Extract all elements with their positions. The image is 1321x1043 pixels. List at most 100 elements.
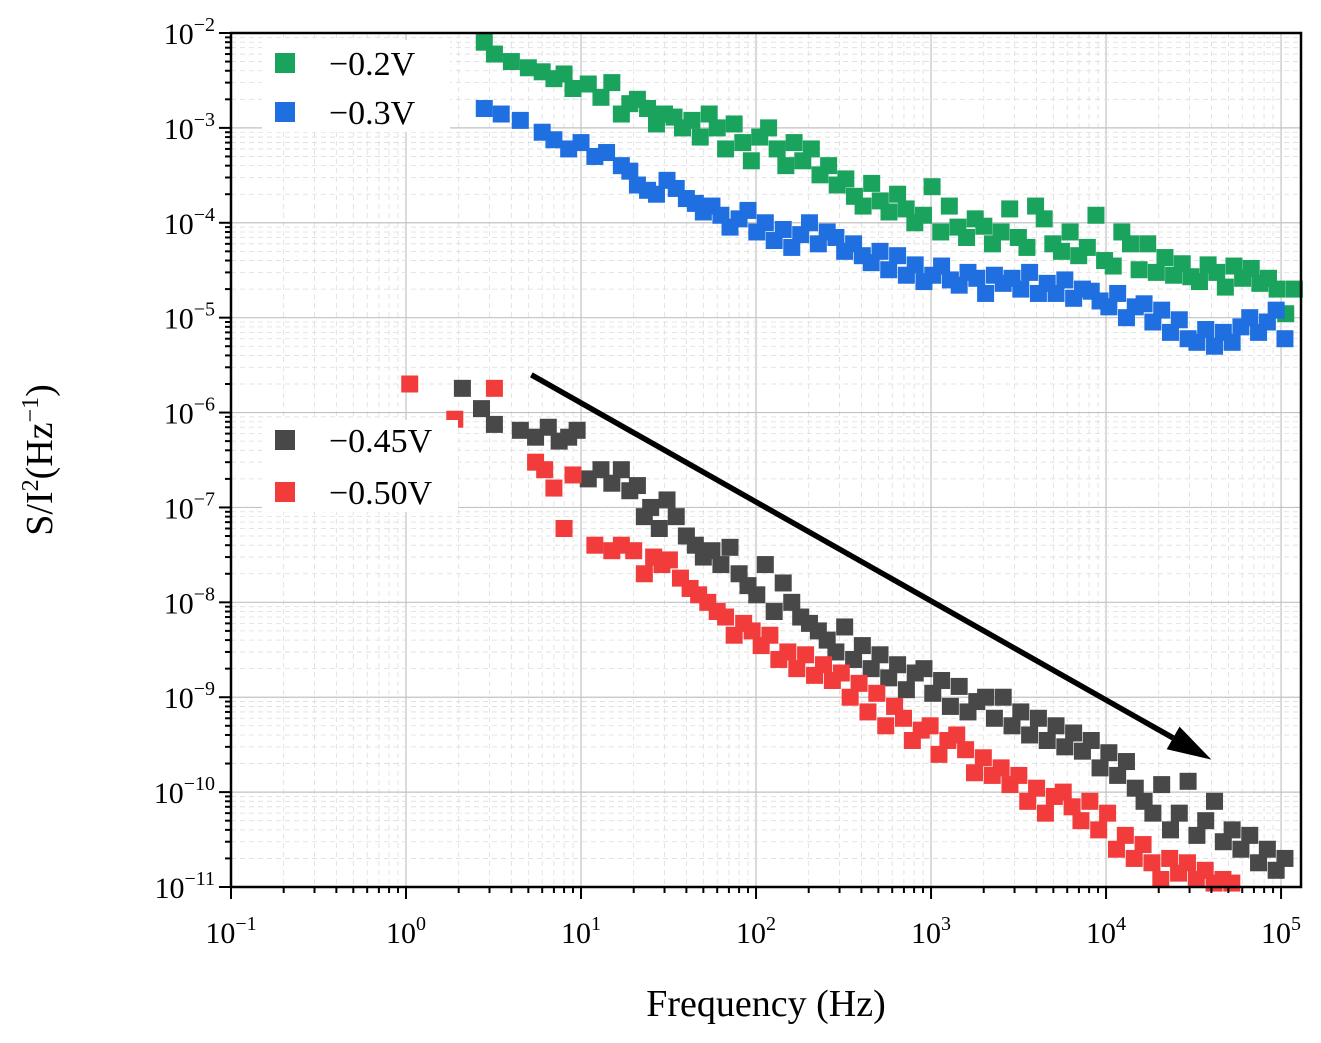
y-tick-label: 10−3 bbox=[164, 109, 215, 146]
data-point bbox=[1082, 731, 1100, 749]
data-point bbox=[1170, 804, 1188, 822]
data-point bbox=[877, 717, 895, 735]
data-point bbox=[642, 498, 660, 516]
data-point bbox=[777, 157, 795, 175]
x-tick-label: 101 bbox=[561, 913, 601, 950]
data-point bbox=[1223, 874, 1241, 892]
grid-lines bbox=[230, 32, 1301, 888]
data-point bbox=[1206, 792, 1224, 810]
data-point bbox=[1109, 284, 1127, 302]
data-point bbox=[1021, 726, 1039, 744]
data-point bbox=[968, 269, 986, 287]
data-point bbox=[853, 637, 871, 655]
data-point bbox=[712, 556, 730, 574]
data-point bbox=[1036, 804, 1054, 822]
data-point bbox=[592, 88, 610, 106]
data-point bbox=[975, 217, 993, 235]
x-tick-label: 102 bbox=[736, 913, 776, 950]
data-point bbox=[1054, 783, 1072, 801]
y-tick-label: 10−11 bbox=[154, 868, 215, 905]
data-point bbox=[1052, 242, 1070, 260]
y-tick-label: 10−9 bbox=[164, 678, 215, 715]
data-point bbox=[940, 197, 958, 215]
data-point bbox=[1267, 301, 1285, 319]
data-point bbox=[1208, 263, 1226, 281]
data-point bbox=[739, 201, 757, 219]
series-1 bbox=[475, 33, 1303, 323]
data-point bbox=[721, 538, 739, 556]
data-point bbox=[815, 656, 833, 674]
data-point bbox=[1188, 826, 1206, 844]
data-point bbox=[994, 688, 1012, 706]
data-point bbox=[635, 565, 653, 583]
data-point bbox=[836, 618, 854, 636]
series-3 bbox=[453, 379, 1294, 879]
data-point bbox=[1139, 235, 1157, 253]
data-point bbox=[1021, 263, 1039, 281]
data-point bbox=[1035, 210, 1053, 228]
data-point bbox=[897, 200, 915, 218]
data-point bbox=[756, 556, 774, 574]
plot-area-border bbox=[229, 31, 1303, 889]
data-point bbox=[1173, 255, 1191, 273]
y-tick-label: 10−5 bbox=[164, 299, 215, 336]
series-2 bbox=[475, 100, 1294, 355]
legend-marker bbox=[275, 482, 295, 502]
data-point bbox=[564, 466, 582, 484]
data-point bbox=[1130, 261, 1148, 279]
data-point bbox=[958, 228, 976, 246]
data-point bbox=[985, 709, 1003, 727]
data-point bbox=[658, 491, 676, 509]
data-point bbox=[957, 741, 975, 759]
data-point bbox=[880, 669, 898, 687]
data-point bbox=[1188, 333, 1206, 351]
data-point bbox=[586, 536, 604, 554]
data-point bbox=[1100, 744, 1118, 762]
data-point bbox=[743, 622, 761, 640]
data-point bbox=[768, 140, 786, 158]
data-point bbox=[930, 745, 948, 763]
data-point bbox=[734, 134, 752, 152]
data-point bbox=[871, 242, 889, 260]
data-point bbox=[1147, 263, 1165, 281]
data-point bbox=[564, 80, 582, 98]
data-point bbox=[1104, 257, 1122, 275]
data-point bbox=[977, 284, 995, 302]
legend-label: −0.50V bbox=[329, 475, 433, 512]
data-point bbox=[889, 185, 907, 203]
data-point bbox=[1047, 284, 1065, 302]
data-point bbox=[914, 206, 932, 224]
data-point bbox=[1268, 280, 1286, 298]
data-point bbox=[1276, 849, 1294, 867]
data-point bbox=[921, 717, 939, 735]
data-point bbox=[1135, 295, 1153, 313]
data-point bbox=[832, 664, 850, 682]
data-point bbox=[1285, 280, 1303, 298]
data-point bbox=[765, 603, 783, 621]
data-point bbox=[785, 134, 803, 152]
data-point bbox=[1072, 812, 1090, 830]
data-point bbox=[1099, 804, 1117, 822]
data-point bbox=[1012, 280, 1030, 298]
data-point bbox=[1170, 311, 1188, 329]
legend-1: −0.2V −0.3V bbox=[262, 40, 450, 132]
data-point bbox=[1063, 798, 1081, 816]
data-point bbox=[555, 519, 573, 537]
data-point bbox=[717, 608, 735, 626]
legend-marker bbox=[275, 53, 295, 73]
trend-arrow-shaft bbox=[529, 372, 1175, 741]
data-point bbox=[700, 105, 718, 123]
y-axis-label: S/I2(Hz−1) bbox=[18, 384, 61, 536]
data-point bbox=[1109, 766, 1127, 784]
axis-ticks: 10−1 100 101 102 103 104 105 10−2 10−3 10−4 10−5 10… bbox=[154, 14, 1301, 950]
data-point bbox=[1179, 772, 1197, 790]
data-point bbox=[1206, 337, 1224, 355]
y-tick-label: 10−4 bbox=[164, 204, 215, 241]
data-point bbox=[475, 100, 493, 118]
series-4 bbox=[401, 375, 1241, 892]
data-point bbox=[797, 646, 815, 664]
data-point bbox=[897, 681, 915, 699]
data-point bbox=[511, 111, 529, 129]
data-point bbox=[1161, 849, 1179, 867]
data-point bbox=[774, 574, 792, 592]
